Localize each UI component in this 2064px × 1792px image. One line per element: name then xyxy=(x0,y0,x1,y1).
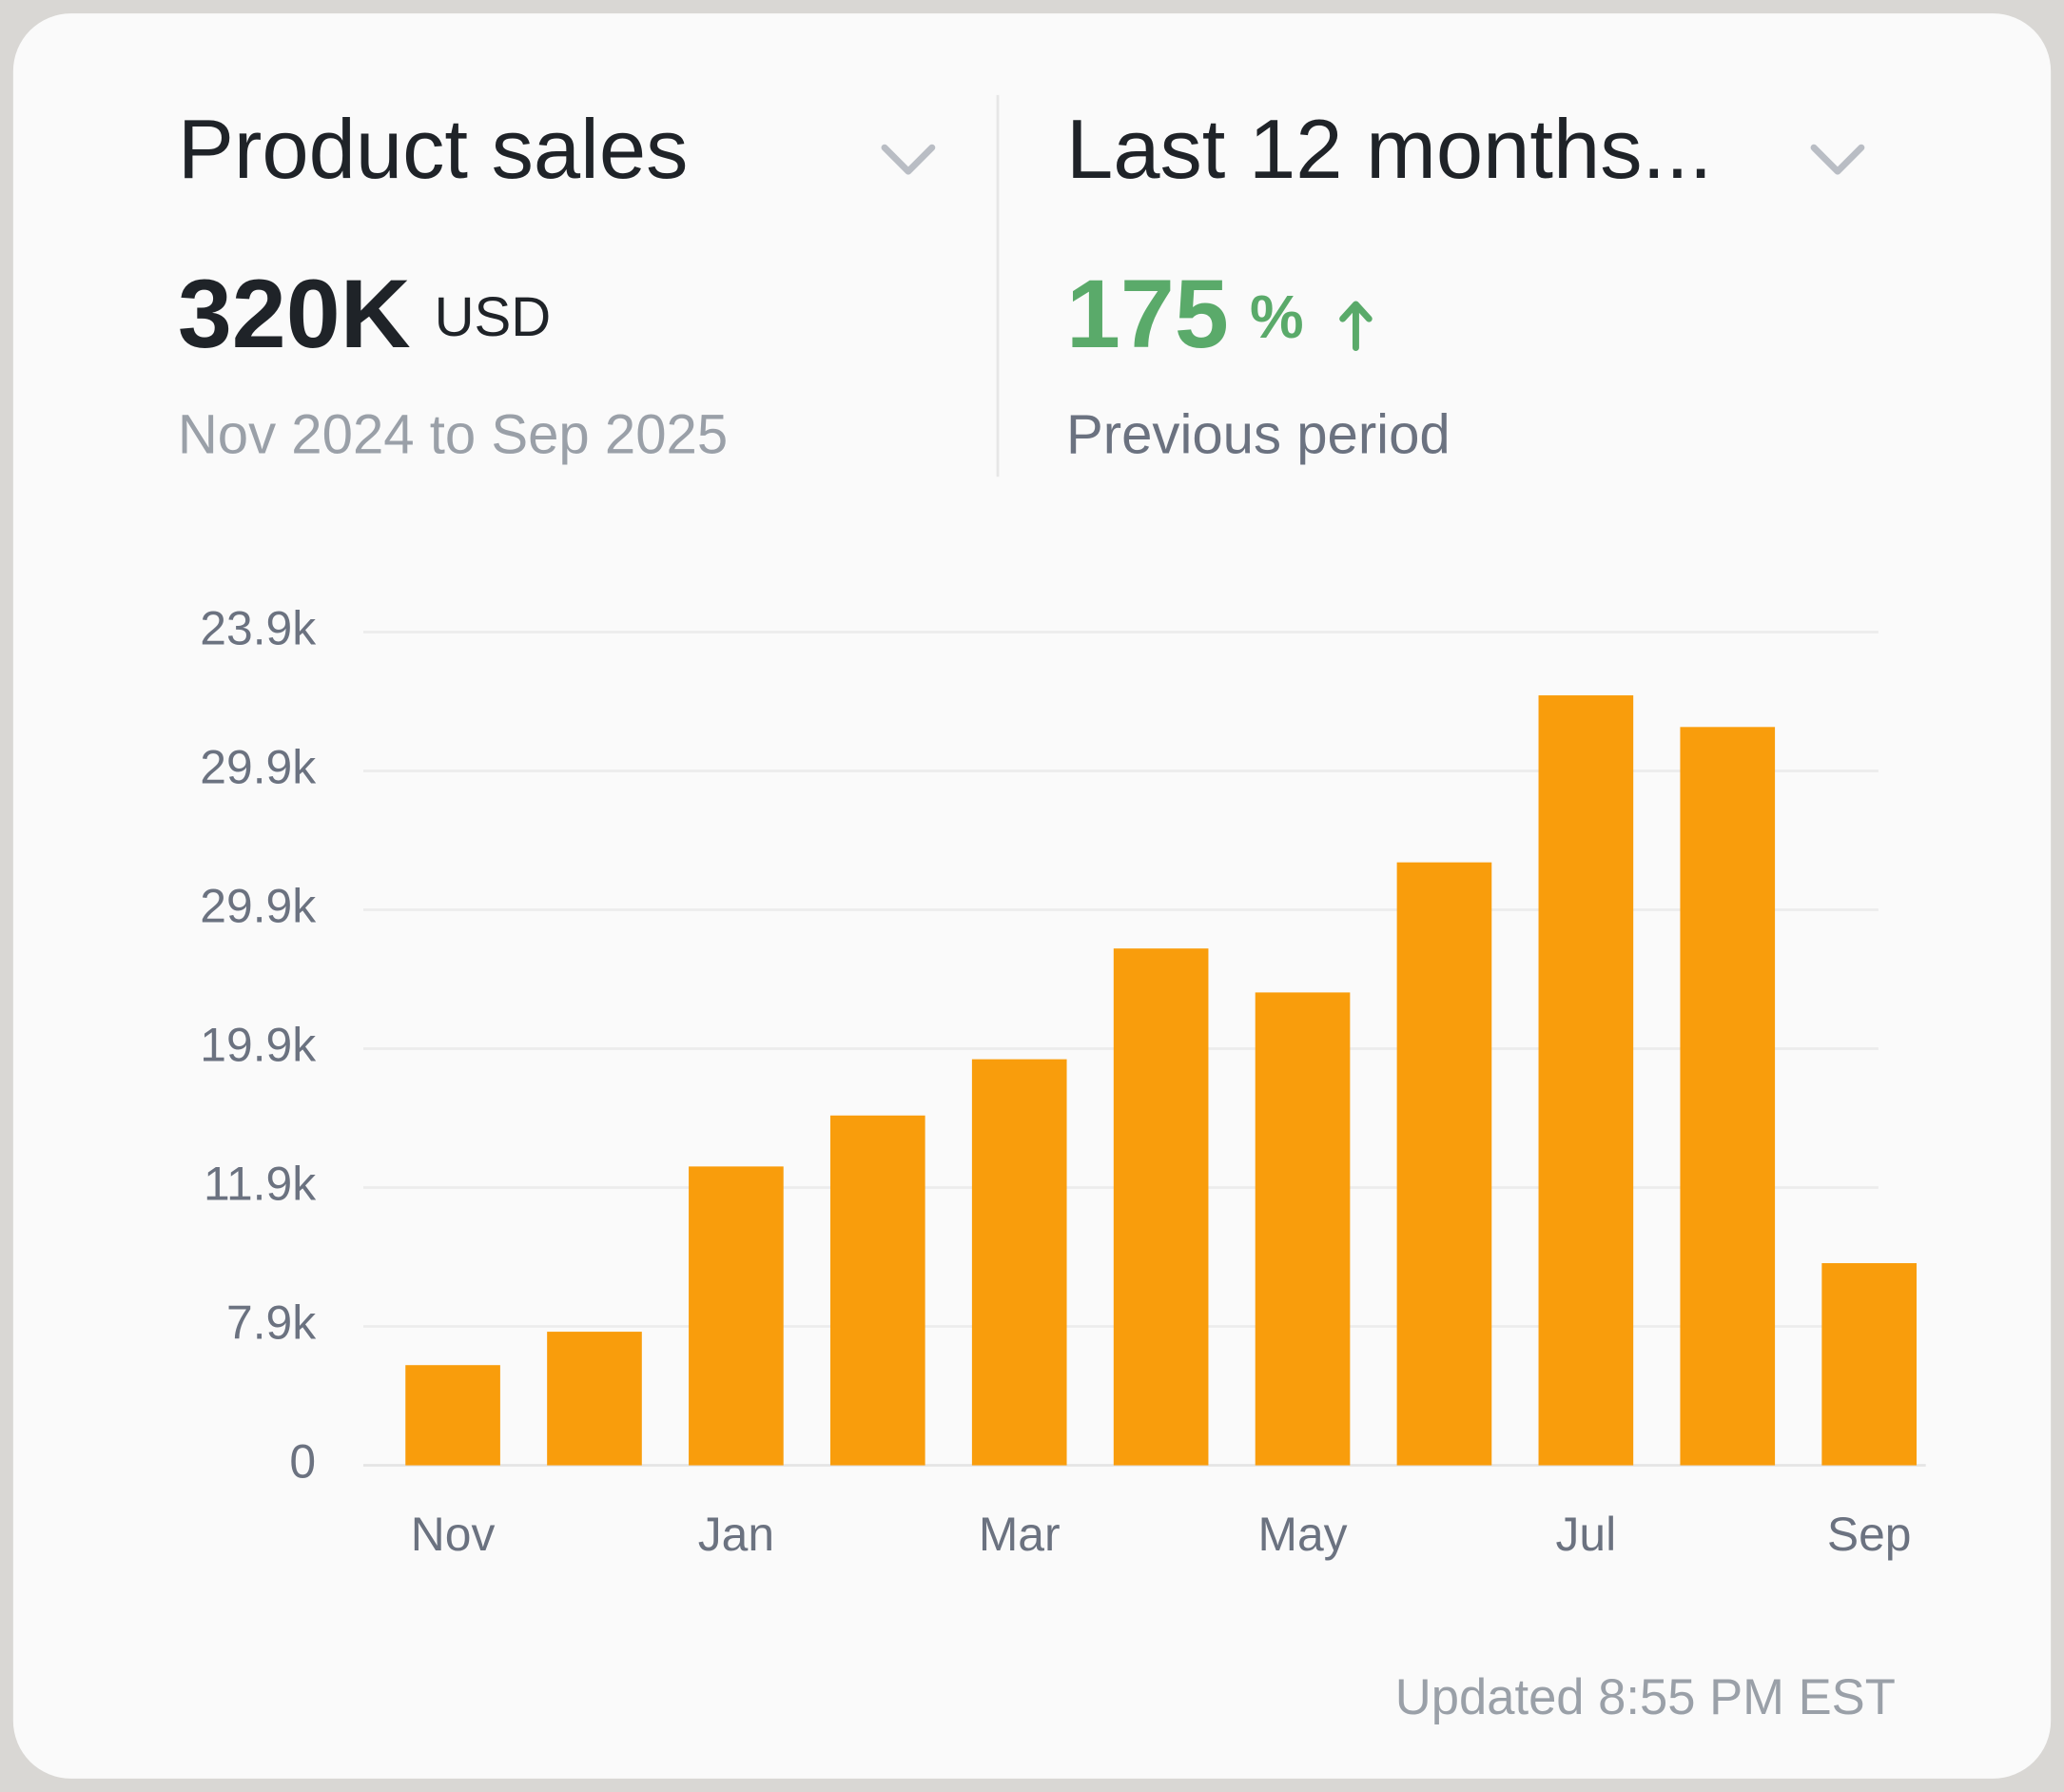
bar xyxy=(1821,1263,1917,1466)
change-unit: % xyxy=(1250,283,1304,351)
y-tick-label: 19.9k xyxy=(200,1019,316,1072)
comparison-label: Previous period xyxy=(1066,403,1451,465)
date-range: Nov 2024 to Sep 2025 xyxy=(178,403,728,465)
total-value: 320K xyxy=(178,259,411,368)
bar xyxy=(971,1059,1067,1466)
bar xyxy=(1538,695,1634,1466)
x-tick-label: Mar xyxy=(979,1508,1061,1561)
updated-note: Updated 8:55 PM EST xyxy=(1395,1669,1896,1725)
x-tick-label: Jul xyxy=(1556,1508,1617,1561)
bar xyxy=(1680,727,1776,1466)
y-tick-label: 29.9k xyxy=(200,741,316,794)
change-value: 175 xyxy=(1066,259,1229,368)
currency: USD xyxy=(435,286,552,348)
bar xyxy=(547,1332,642,1466)
bar xyxy=(1113,948,1209,1466)
plot: 0 7.9k 11.9k 19.9k 29.9k 29.9k 23.9k Nov Jan Mar M… xyxy=(200,602,1926,1561)
x-tick-label: Sep xyxy=(1827,1508,1912,1561)
x-tick-label: Nov xyxy=(411,1508,496,1561)
dropdown-chevron[interactable] xyxy=(1810,144,1865,175)
x-tick-label: May xyxy=(1257,1508,1347,1561)
y-tick-label: 11.9k xyxy=(204,1158,316,1211)
dropdown-chevron[interactable] xyxy=(881,144,936,175)
metric-select[interactable]: Product sales xyxy=(178,102,689,196)
bar xyxy=(689,1166,784,1466)
period-select[interactable]: Last 12 months... xyxy=(1066,102,1712,196)
y-tick-label: 7.9k xyxy=(226,1296,316,1350)
y-tick-label: 29.9k xyxy=(200,880,316,933)
bar xyxy=(1396,862,1492,1466)
kpi-change: 175% xyxy=(1066,259,1304,368)
y-tick-label: 23.9k xyxy=(200,602,316,655)
bar xyxy=(405,1365,500,1466)
y-tick-label: 0 xyxy=(289,1435,316,1489)
bar xyxy=(1255,992,1351,1466)
kpi-total: 320K USD xyxy=(178,259,551,368)
up-arrow xyxy=(1339,301,1373,352)
bar xyxy=(829,1115,925,1466)
x-tick-label: Jan xyxy=(698,1508,774,1561)
